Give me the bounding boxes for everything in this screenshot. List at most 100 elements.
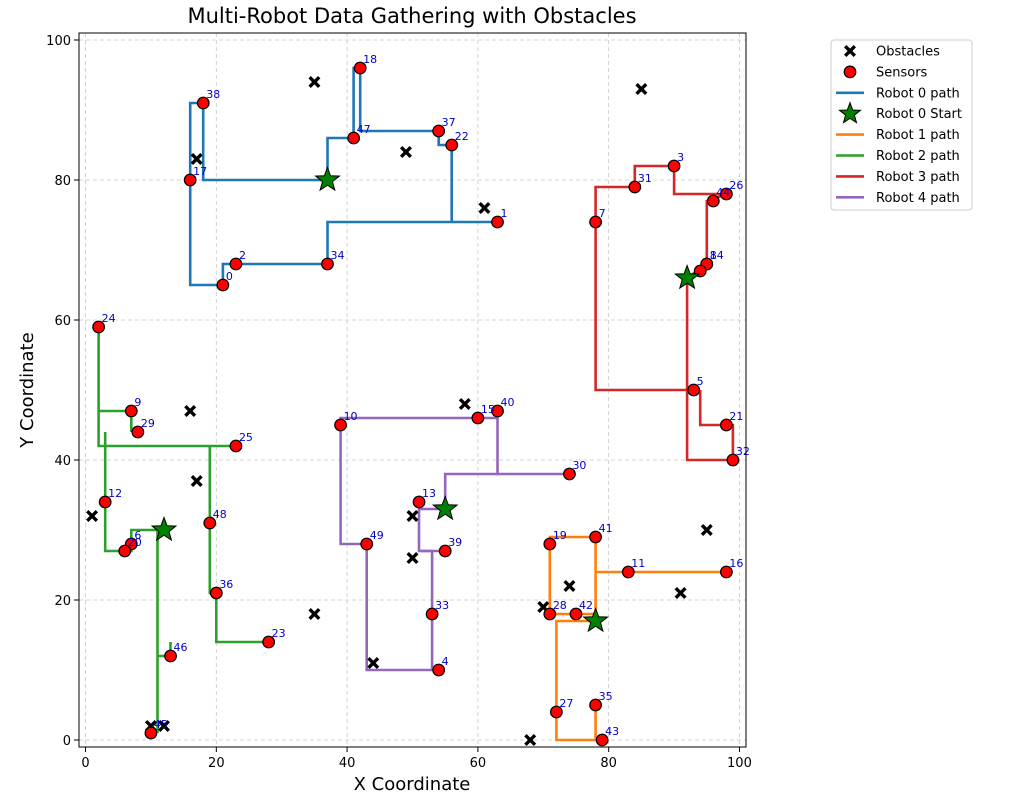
y-tick-label: 20 — [54, 594, 71, 609]
y-tick-label: 60 — [54, 314, 71, 329]
x-tick-label: 80 — [600, 756, 617, 771]
obstacle-markers — [86, 76, 713, 746]
sensor-marker — [347, 131, 361, 145]
y-tick-label: 80 — [54, 174, 71, 189]
sensor-label: 43 — [605, 725, 619, 738]
x-tick-label: 40 — [339, 756, 356, 771]
sensor-label: 39 — [448, 536, 462, 549]
sensor-marker — [595, 733, 609, 747]
sensor-marker — [628, 180, 642, 194]
legend-label: Sensors — [876, 65, 928, 80]
sensor-label: 48 — [213, 508, 227, 521]
sensor-label: 13 — [422, 487, 436, 500]
sensor-label: 35 — [599, 690, 613, 703]
sensor-label: 15 — [481, 403, 495, 416]
sensor-marker — [209, 586, 223, 600]
sensor-label: 34 — [330, 249, 344, 262]
sensor-marker — [726, 453, 740, 467]
sensor-label: 26 — [729, 179, 743, 192]
sensor-marker — [667, 159, 681, 173]
sensor-marker — [92, 320, 106, 334]
plot-frame — [78, 32, 747, 748]
legend: Obstacles Sensors Robot 0 path Robot 0 Star… — [830, 39, 973, 211]
sensor-label: 9 — [134, 396, 141, 409]
legend-sensor-icon — [843, 65, 857, 79]
obstacle-marker — [674, 587, 687, 599]
sensor-label: 12 — [108, 487, 122, 500]
obstacle-marker — [563, 580, 576, 592]
sensor-marker — [706, 194, 720, 208]
robot-1-path-segment — [555, 619, 603, 742]
legend-star-icon — [838, 101, 862, 124]
x-tick-label: 20 — [208, 756, 225, 771]
sensor-marker — [543, 537, 557, 551]
robot-3-path-segment — [685, 278, 735, 462]
sensor-marker — [216, 278, 230, 292]
legend-label: Robot 0 Start — [876, 107, 962, 122]
sensor-label: 40 — [501, 396, 515, 409]
sensor-label: 21 — [729, 410, 743, 423]
y-tick-label: 40 — [54, 454, 71, 469]
sensor-marker — [353, 61, 367, 75]
obstacle-marker — [635, 83, 648, 95]
sensor-label: 1 — [501, 207, 508, 220]
sensor-marker — [360, 537, 374, 551]
obstacle-marker — [190, 153, 203, 165]
sensor-marker — [621, 565, 635, 579]
sensor-marker — [425, 607, 439, 621]
sensor-label: 28 — [553, 599, 567, 612]
sensor-label: 0 — [226, 270, 233, 283]
obstacle-marker — [190, 475, 203, 487]
sensor-marker — [432, 663, 446, 677]
sensor-marker — [543, 607, 557, 621]
sensor-label: 27 — [559, 697, 573, 710]
sensor-label: 29 — [141, 417, 155, 430]
sensor-marker — [719, 565, 733, 579]
obstacle-marker — [478, 202, 491, 214]
robot-4-path-segment — [339, 416, 570, 672]
sensor-label: 8 — [710, 249, 717, 262]
sensor-marker — [229, 257, 243, 271]
sensor-label: 7 — [599, 207, 606, 220]
sensor-label: 36 — [219, 578, 233, 591]
sensor-label: 2 — [239, 249, 246, 262]
legend-label: Obstacles — [876, 45, 940, 60]
sensor-marker — [719, 187, 733, 201]
sensor-label: 32 — [736, 445, 750, 458]
sensor-label: 31 — [638, 172, 652, 185]
obstacle-marker — [458, 398, 471, 410]
chart-title: Multi-Robot Data Gathering with Obstacle… — [187, 4, 636, 28]
sensor-label: 17 — [193, 165, 207, 178]
legend-label: Robot 4 path — [876, 191, 960, 206]
x-axis-label: X Coordinate — [354, 774, 471, 795]
sensor-marker — [719, 418, 733, 432]
sensor-label: 16 — [729, 557, 743, 570]
obstacle-marker — [399, 146, 412, 158]
sensor-label: 18 — [363, 53, 377, 66]
sensor-marker — [262, 635, 276, 649]
obstacle-marker — [700, 524, 713, 536]
sensor-label: 44 — [716, 186, 730, 199]
x-tick-label: 100 — [727, 756, 752, 771]
obstacle-marker — [184, 405, 197, 417]
sensor-marker — [569, 607, 583, 621]
sensor-marker — [589, 215, 602, 229]
robot-start-marker — [582, 607, 609, 633]
sensor-label: 25 — [239, 431, 253, 444]
sensor-marker — [118, 544, 132, 558]
y-tick-label: 100 — [46, 34, 71, 49]
sensor-label: 3 — [677, 151, 684, 164]
sensor-label: 4 — [442, 655, 449, 668]
sensor-label: 45 — [154, 718, 168, 731]
legend-label: Robot 1 path — [876, 128, 960, 143]
grid-lines — [79, 33, 746, 747]
legend-label: Robot 0 path — [876, 86, 960, 101]
sensor-marker — [203, 516, 217, 530]
sensor-label: 5 — [697, 375, 704, 388]
legend-box — [830, 39, 973, 211]
obstacle-marker — [308, 76, 321, 88]
sensor-label: 14 — [710, 249, 724, 262]
sensor-label: 23 — [272, 627, 286, 640]
x-tick-label: 60 — [470, 756, 487, 771]
